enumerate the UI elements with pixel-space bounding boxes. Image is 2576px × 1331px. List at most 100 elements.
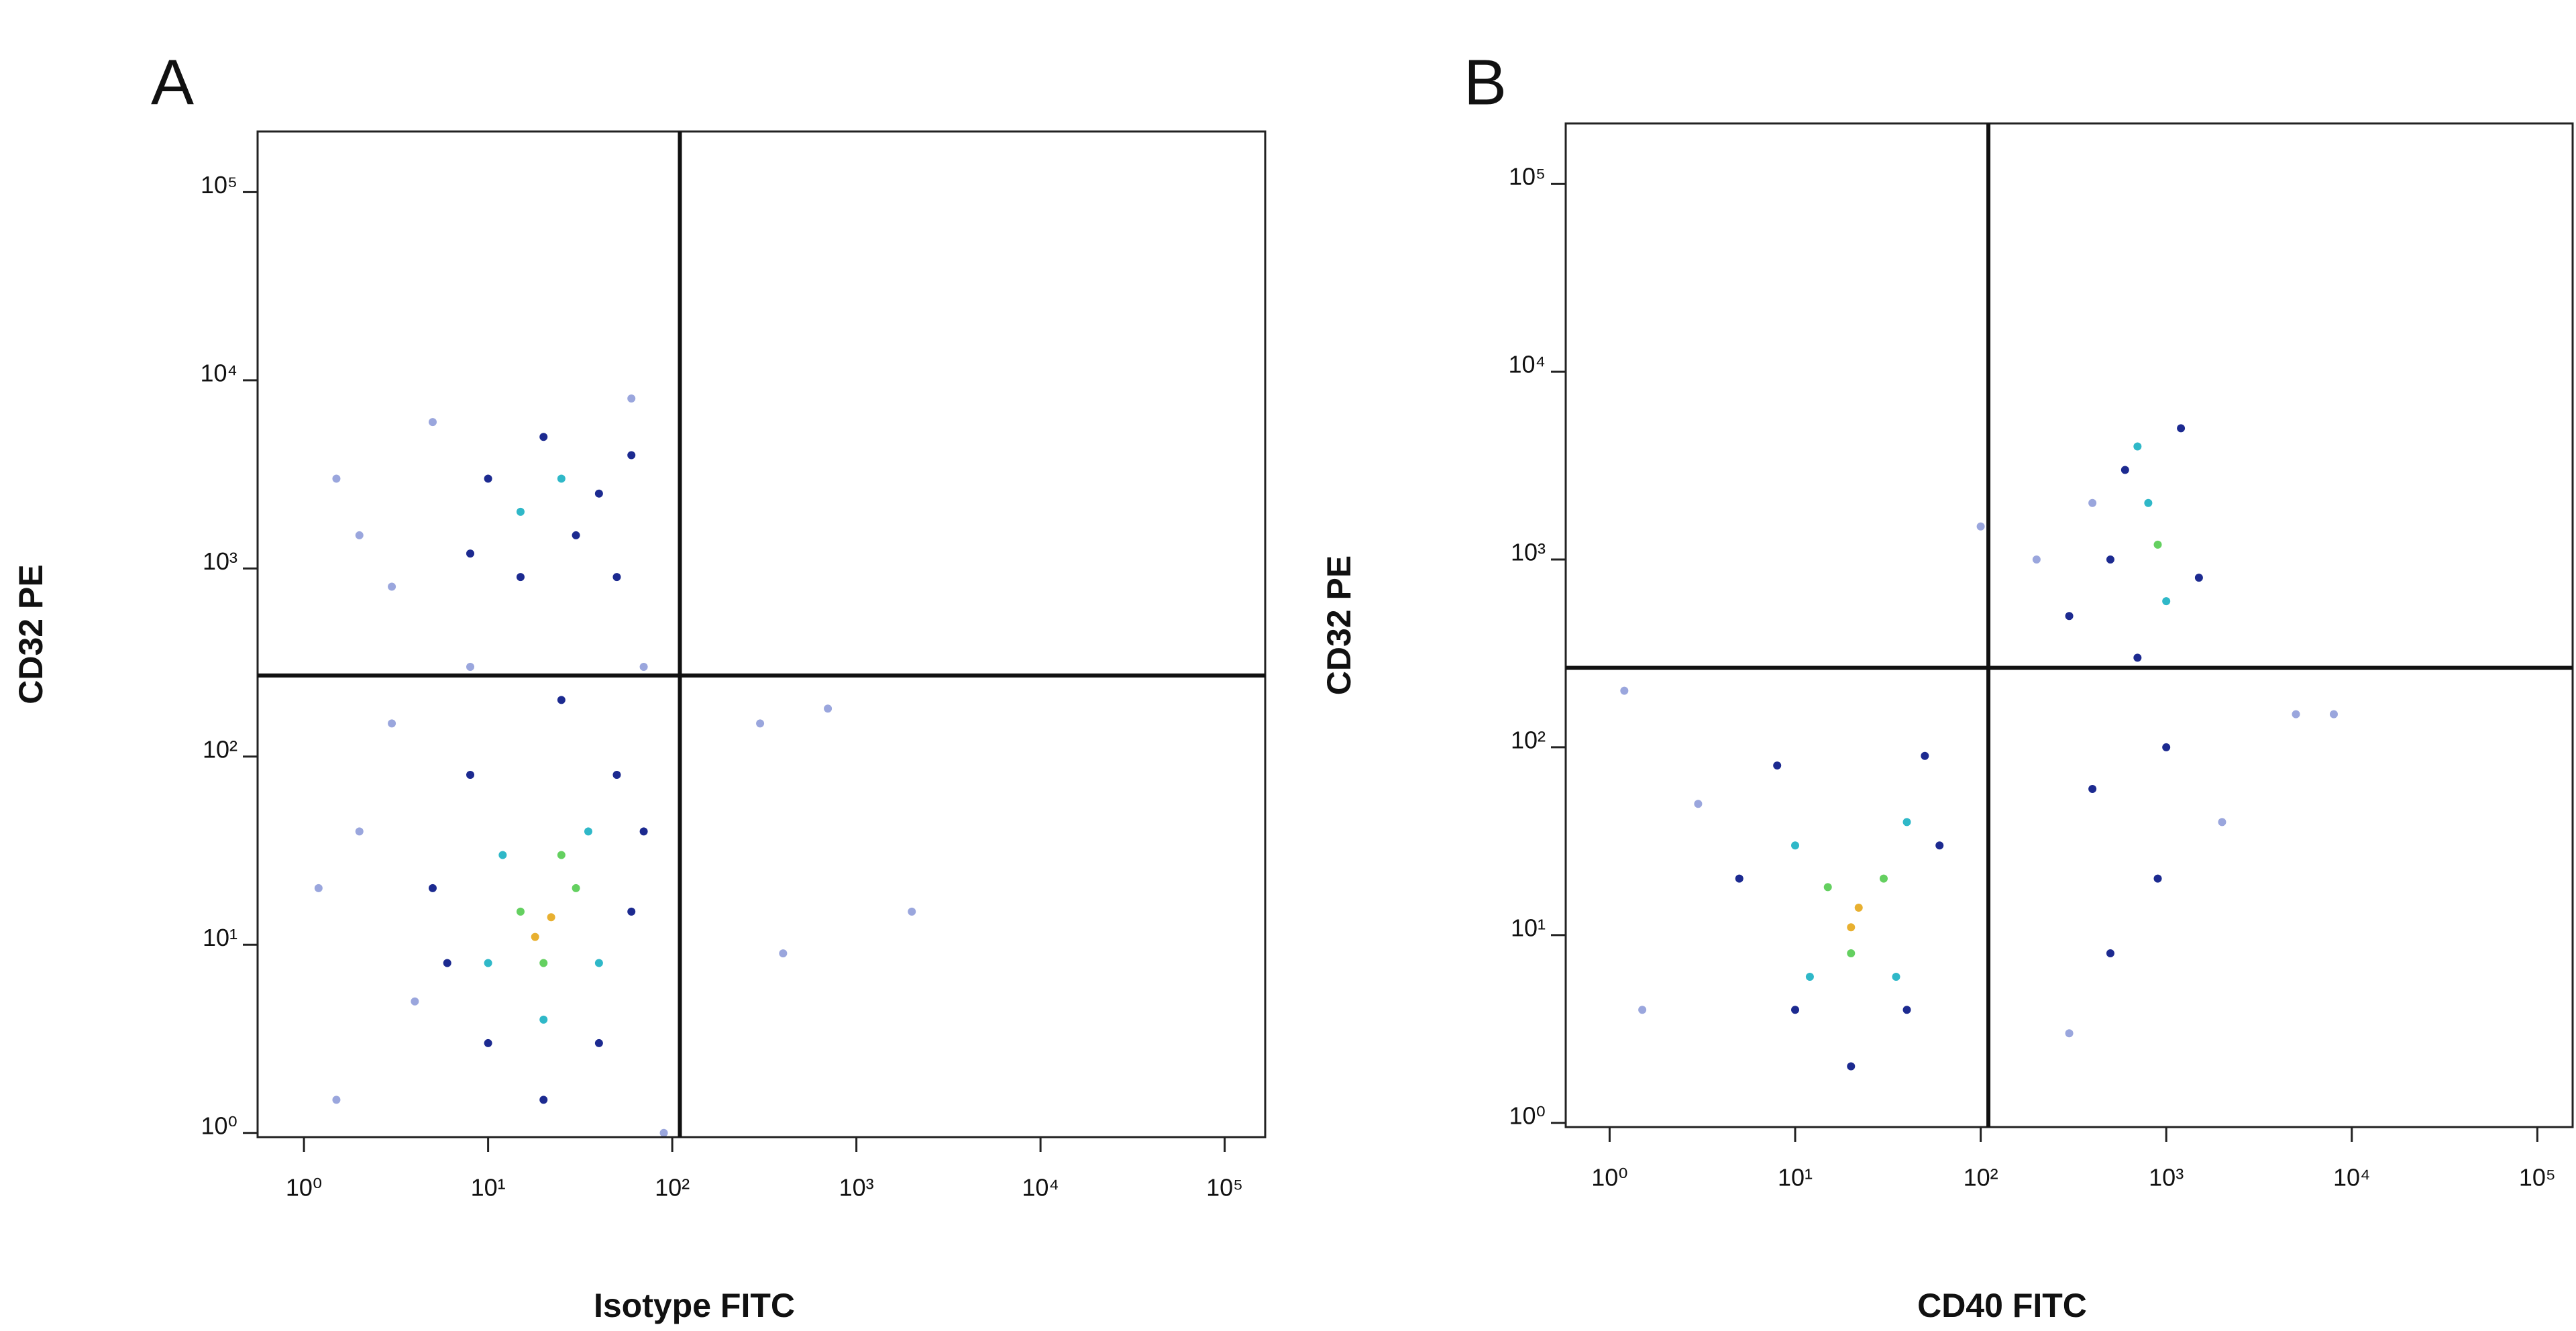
event-dot xyxy=(428,418,437,427)
event-dot xyxy=(779,949,788,958)
x-tick-label: 10⁴ xyxy=(2333,1164,2371,1191)
x-tick-label: 10¹ xyxy=(1778,1164,1813,1191)
event-dot xyxy=(2162,743,2171,751)
event-dot xyxy=(355,827,364,836)
y-tick-label: 10⁰ xyxy=(1509,1102,1546,1129)
event-dot xyxy=(332,474,341,483)
x-tick-label: 10³ xyxy=(2149,1164,2184,1191)
event-dot xyxy=(388,582,396,591)
event-dot xyxy=(1620,686,1629,695)
event-dot xyxy=(627,394,636,403)
event-dot xyxy=(2218,818,2226,827)
event-dot xyxy=(2032,555,2041,564)
event-dot xyxy=(2133,653,2142,662)
event-dot xyxy=(1902,818,1911,827)
event-dot xyxy=(484,474,492,483)
panel-label: B xyxy=(1464,46,1507,118)
event-dot xyxy=(547,913,555,922)
event-dot xyxy=(639,827,648,836)
x-tick-label: 10⁰ xyxy=(1591,1164,1627,1191)
panel-label: A xyxy=(151,46,194,118)
event-dot xyxy=(639,662,648,671)
event-dot xyxy=(612,573,621,582)
plot-frame xyxy=(256,130,1267,1138)
event-dot xyxy=(1879,874,1888,883)
event-dot xyxy=(824,704,833,713)
event-dot xyxy=(612,770,621,779)
y-axis-label: CD32 PE xyxy=(1320,555,1358,695)
event-dot xyxy=(908,907,916,916)
event-dot xyxy=(1935,841,1944,850)
event-dot xyxy=(2194,574,2203,582)
event-dot xyxy=(1902,1006,1911,1014)
event-dot xyxy=(2065,1029,2074,1038)
event-dot xyxy=(539,959,548,967)
event-dot xyxy=(516,507,525,516)
event-dot xyxy=(1735,874,1743,883)
x-tick-label: 10⁵ xyxy=(2519,1164,2556,1191)
x-tick-label: 10⁰ xyxy=(286,1174,322,1202)
event-dot xyxy=(756,719,765,728)
x-tick-label: 10² xyxy=(655,1174,690,1202)
event-dot xyxy=(572,531,580,539)
event-dot xyxy=(539,433,548,441)
event-dot xyxy=(557,851,566,859)
event-dot xyxy=(1854,903,1863,912)
event-dot xyxy=(2177,424,2186,433)
event-dot xyxy=(484,959,492,967)
event-dot xyxy=(557,696,566,704)
event-dot xyxy=(627,451,636,460)
y-tick-label: 10³ xyxy=(203,547,237,575)
event-dot xyxy=(1892,972,1900,981)
y-tick-label: 10⁴ xyxy=(1508,351,1546,378)
event-dot xyxy=(411,997,419,1006)
event-dot xyxy=(314,884,323,892)
event-dot xyxy=(594,489,603,498)
event-dot xyxy=(2106,555,2114,564)
event-dot xyxy=(388,719,396,728)
y-tick-label: 10² xyxy=(1511,726,1546,753)
y-tick-label: 10⁰ xyxy=(201,1112,237,1139)
x-tick-label: 10⁴ xyxy=(1022,1174,1059,1202)
y-axis-label: CD32 PE xyxy=(12,564,50,704)
event-dot xyxy=(2088,785,2097,794)
event-dot xyxy=(2088,498,2097,507)
event-dot xyxy=(627,907,636,916)
x-axis-label: Isotype FITC xyxy=(594,1287,795,1324)
event-dot xyxy=(466,662,475,671)
y-tick-label: 10² xyxy=(203,735,237,763)
event-dot xyxy=(2144,498,2153,507)
event-dot xyxy=(1694,800,1703,808)
y-tick-label: 10⁵ xyxy=(201,171,237,199)
event-dot xyxy=(484,1039,492,1047)
event-dot xyxy=(2121,466,2129,474)
event-dot xyxy=(355,531,364,539)
event-dot xyxy=(539,1096,548,1104)
event-dot xyxy=(2329,710,2338,718)
event-dot xyxy=(594,959,603,967)
event-dot xyxy=(2162,597,2171,606)
event-dot xyxy=(1823,883,1832,892)
event-dot xyxy=(1805,972,1814,981)
event-dot xyxy=(1847,1062,1856,1071)
event-dot xyxy=(572,884,580,892)
event-dot xyxy=(332,1096,341,1104)
y-tick-label: 10¹ xyxy=(203,924,237,951)
event-dot xyxy=(659,1128,668,1137)
event-dot xyxy=(2153,874,2162,883)
event-dot xyxy=(2133,442,2142,451)
event-dot xyxy=(1847,949,1856,957)
y-tick-label: 10³ xyxy=(1511,539,1546,566)
event-dot xyxy=(1773,761,1782,770)
x-tick-label: 10¹ xyxy=(471,1174,506,1202)
y-tick-label: 10¹ xyxy=(1511,914,1546,941)
event-dot xyxy=(1847,923,1856,932)
event-dot xyxy=(466,549,475,558)
event-dot xyxy=(594,1039,603,1047)
event-dot xyxy=(2106,949,2114,957)
event-dot xyxy=(498,851,507,859)
event-dot xyxy=(2065,612,2074,621)
x-tick-label: 10³ xyxy=(839,1174,874,1202)
x-tick-label: 10² xyxy=(1964,1164,1998,1191)
